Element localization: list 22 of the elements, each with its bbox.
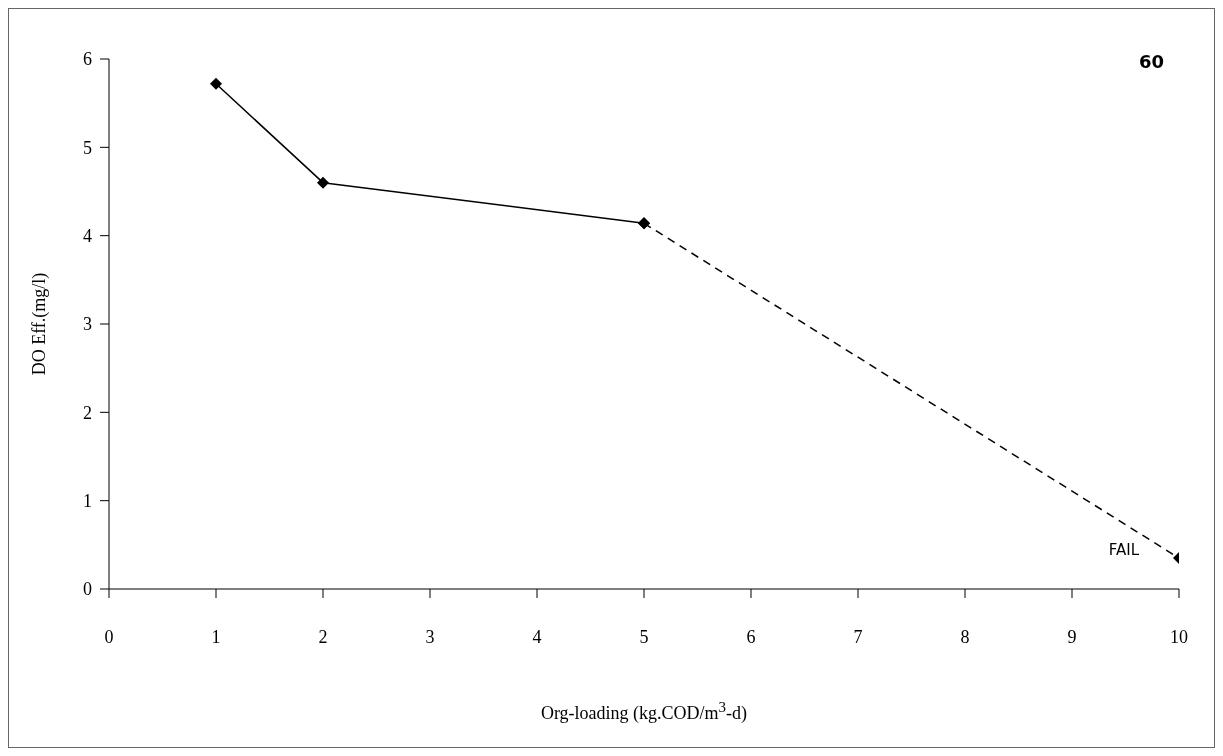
x-tick-label: 9 xyxy=(1067,626,1077,647)
x-tick-label: 0 xyxy=(104,626,114,647)
y-tick-label: 5 xyxy=(83,137,92,158)
x-tick-label: 1 xyxy=(211,626,221,647)
y-tick-label: 0 xyxy=(83,579,92,600)
y-tick-label: 2 xyxy=(83,402,92,423)
annotation: 60 xyxy=(1138,51,1164,72)
x-tick-label: 6 xyxy=(746,626,756,647)
x-tick-label: 4 xyxy=(532,626,542,647)
x-tick-label: 5 xyxy=(639,626,649,647)
x-tick-label: 8 xyxy=(960,626,970,647)
annotation: FAIL xyxy=(1108,541,1140,560)
x-tick-label: 3 xyxy=(425,626,435,647)
x-axis-title: Org-loading (kg.COD/m$^{3}$-d) xyxy=(539,699,749,724)
y-axis-title: DO Eff.(mg/l) xyxy=(29,272,51,376)
x-tick-label: 2 xyxy=(318,626,328,647)
x-tick-label: 10 xyxy=(1170,626,1188,647)
y-tick-label: 4 xyxy=(83,226,92,247)
y-tick-label: 3 xyxy=(83,314,92,335)
y-tick-label: 1 xyxy=(83,491,92,512)
y-tick-label: 6 xyxy=(83,49,92,70)
x-tick-label: 7 xyxy=(853,626,863,647)
